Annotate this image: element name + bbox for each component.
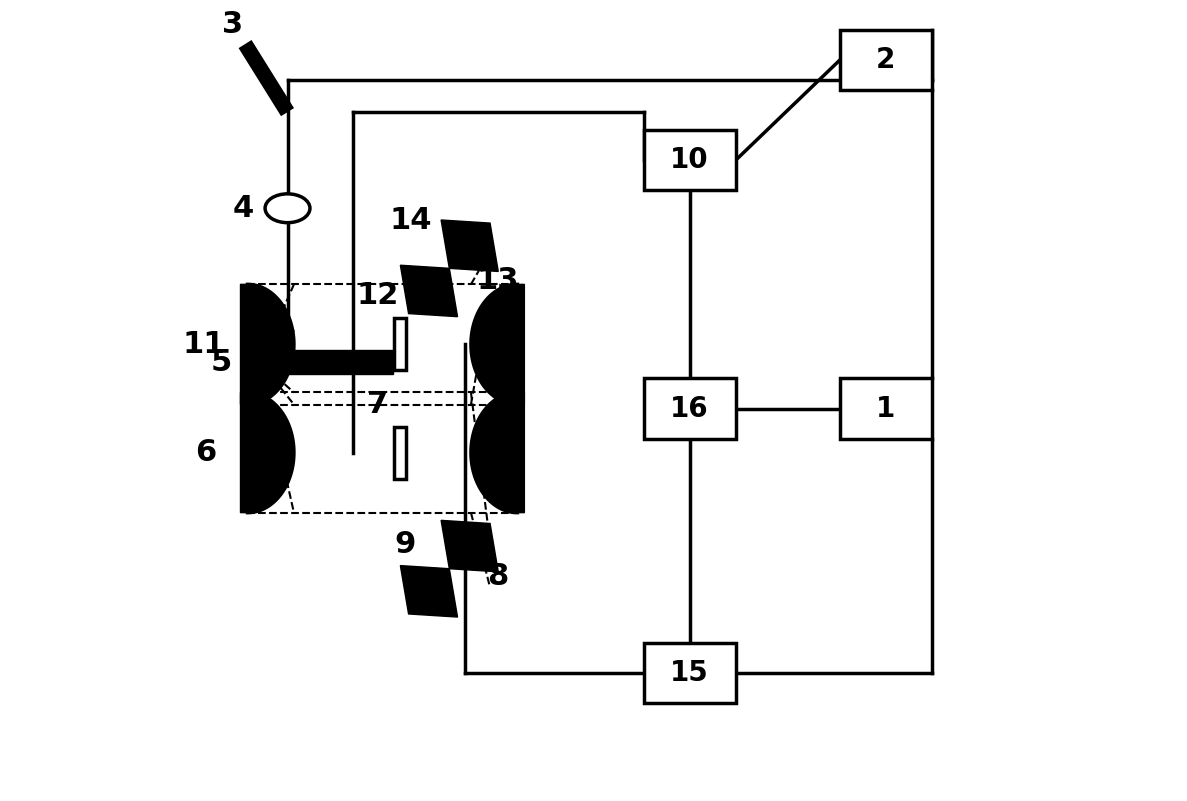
Text: 9: 9: [394, 530, 415, 559]
Polygon shape: [471, 284, 525, 405]
Bar: [394, 318, 406, 370]
Polygon shape: [400, 566, 457, 617]
Bar: [643, 642, 736, 703]
Text: 4: 4: [233, 194, 254, 223]
Polygon shape: [241, 284, 294, 405]
Text: 1: 1: [876, 395, 895, 422]
Text: 13: 13: [476, 266, 519, 295]
Text: 11: 11: [182, 330, 224, 359]
Text: 7: 7: [367, 389, 388, 419]
Bar: [840, 379, 932, 439]
Bar: [394, 426, 406, 479]
Text: 14: 14: [389, 206, 432, 235]
Text: 2: 2: [876, 46, 895, 74]
Text: 16: 16: [671, 395, 709, 422]
Text: 6: 6: [195, 438, 216, 467]
Text: 12: 12: [356, 281, 399, 311]
Polygon shape: [442, 220, 499, 272]
Ellipse shape: [265, 194, 310, 223]
Text: 10: 10: [671, 147, 709, 174]
Text: 8: 8: [487, 562, 508, 591]
Bar: [643, 130, 736, 190]
Polygon shape: [471, 392, 525, 513]
Bar: [643, 379, 736, 439]
Bar: [245, 350, 393, 374]
Polygon shape: [241, 392, 294, 513]
Polygon shape: [400, 265, 457, 316]
Text: 15: 15: [671, 659, 709, 686]
Text: 5: 5: [210, 348, 231, 376]
Bar: [840, 30, 932, 90]
Text: 3: 3: [222, 10, 243, 38]
Polygon shape: [442, 521, 499, 572]
